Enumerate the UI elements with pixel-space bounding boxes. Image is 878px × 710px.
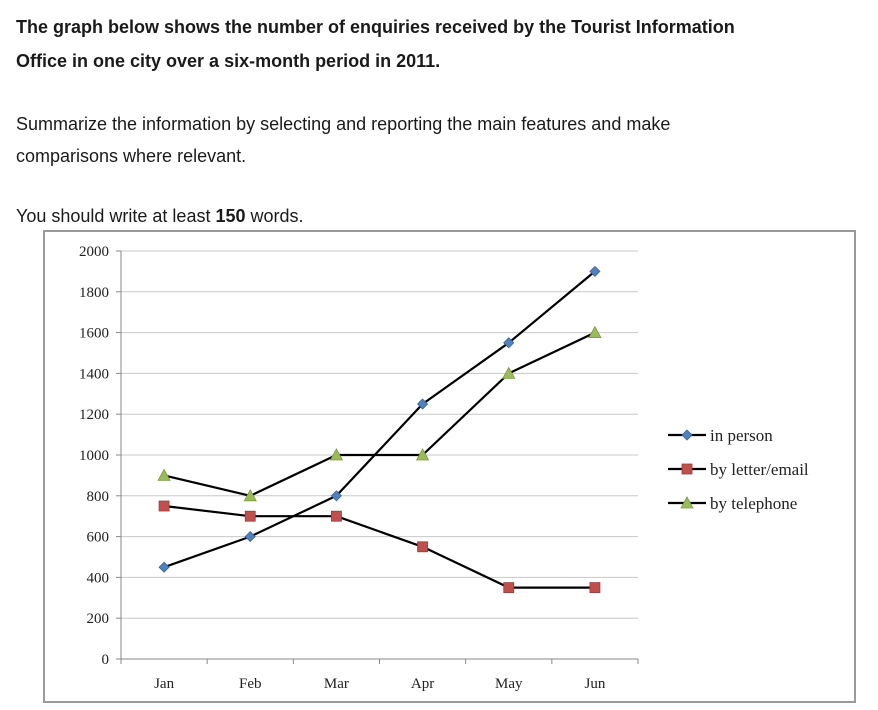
- task-instruction-line-2: comparisons where relevant.: [16, 146, 247, 166]
- data-point-in-person-mar: [330, 490, 342, 502]
- x-tick-label-mar: Mar: [324, 676, 349, 692]
- word-requirement: You should write at least 150 words.: [16, 204, 304, 228]
- data-point-in-person-may: [503, 337, 515, 349]
- chart-series: [157, 265, 602, 594]
- x-tick-label-apr: Apr: [411, 676, 434, 692]
- data-point-by-telephone-may: [502, 366, 516, 379]
- legend-marker-by-telephone: [680, 496, 694, 509]
- series-by-letter-email: [158, 500, 601, 594]
- task-title: The graph below shows the number of enqu…: [16, 10, 866, 78]
- series-in-person: [158, 265, 601, 573]
- word-requirement-suffix: words.: [245, 206, 304, 226]
- y-tick-label-1800: 1800: [79, 285, 109, 301]
- x-tick-label-jan: Jan: [154, 676, 174, 692]
- data-point-in-person-jun: [589, 265, 601, 277]
- legend-item-by-letter-email: by letter/email: [668, 460, 809, 479]
- series-by-telephone: [157, 325, 602, 502]
- task-title-line-2: Office in one city over a six-month peri…: [16, 51, 441, 71]
- x-axis: [120, 658, 639, 664]
- y-tick-label-600: 600: [87, 530, 110, 546]
- y-axis-tick-labels: 0 200 400 600 800 1000 1200 1400 1600 1800 2000: [79, 244, 109, 668]
- chart-legend: in person by letter/email by telephone: [668, 426, 809, 513]
- data-point-by-letter-email-mar: [331, 510, 342, 522]
- legend-item-in-person: in person: [668, 426, 773, 445]
- y-tick-label-1000: 1000: [79, 448, 109, 464]
- legend-item-by-telephone: by telephone: [668, 494, 797, 513]
- data-point-by-letter-email-apr: [417, 541, 428, 553]
- data-point-in-person-feb: [244, 531, 256, 543]
- y-tick-label-2000: 2000: [79, 244, 109, 260]
- word-requirement-prefix: You should write at least: [16, 206, 216, 226]
- task-title-line-1: The graph below shows the number of enqu…: [16, 17, 735, 37]
- task-instruction: Summarize the information by selecting a…: [16, 108, 836, 172]
- data-point-by-telephone-mar: [329, 448, 344, 461]
- y-tick-label-200: 200: [87, 611, 110, 627]
- line-chart: 0 200 400 600 800 1000 1200 1400 1600 1800 2000 Ja…: [79, 244, 809, 692]
- data-point-in-person-jan: [158, 561, 170, 573]
- data-point-by-letter-email-jan: [158, 500, 170, 512]
- legend-marker-in-person: [681, 429, 693, 441]
- data-point-by-telephone-feb: [243, 488, 257, 502]
- data-point-by-letter-email-feb: [244, 510, 256, 522]
- task-instruction-line-1: Summarize the information by selecting a…: [16, 114, 671, 134]
- task-prompt: The graph below shows the number of enqu…: [16, 10, 866, 226]
- data-point-by-telephone-jun: [588, 325, 602, 338]
- chart-gridlines: [116, 250, 638, 660]
- data-point-in-person-apr: [417, 398, 429, 410]
- x-tick-label-jun: Jun: [584, 676, 605, 692]
- word-requirement-count: 150: [215, 206, 246, 226]
- data-point-by-letter-email-may: [503, 582, 515, 594]
- y-tick-label-1600: 1600: [79, 326, 109, 342]
- chart-frame: 0 200 400 600 800 1000 1200 1400 1600 1800 2000 Ja…: [43, 230, 856, 703]
- x-axis-tick-labels: Jan Feb Mar Apr May Jun: [154, 676, 606, 692]
- data-point-by-telephone-apr: [415, 448, 430, 461]
- y-tick-label-1400: 1400: [79, 366, 109, 382]
- y-tick-label-0: 0: [102, 652, 110, 668]
- legend-marker-by-letter-email: [681, 463, 693, 475]
- legend-label-in-person: in person: [710, 426, 773, 445]
- y-tick-label-1200: 1200: [79, 407, 109, 423]
- legend-label-by-letter-email: by letter/email: [710, 460, 809, 479]
- x-tick-label-feb: Feb: [239, 676, 262, 692]
- series-line-in-person: [163, 270, 596, 569]
- legend-label-by-telephone: by telephone: [710, 494, 797, 513]
- y-tick-label-800: 800: [87, 489, 110, 505]
- x-tick-label-may: May: [495, 676, 523, 692]
- series-line-by-telephone: [163, 331, 596, 497]
- data-point-by-letter-email-jun: [589, 582, 601, 594]
- y-tick-label-400: 400: [87, 570, 110, 586]
- data-point-by-telephone-jan: [157, 468, 171, 481]
- series-line-by-letter-email: [163, 504, 595, 589]
